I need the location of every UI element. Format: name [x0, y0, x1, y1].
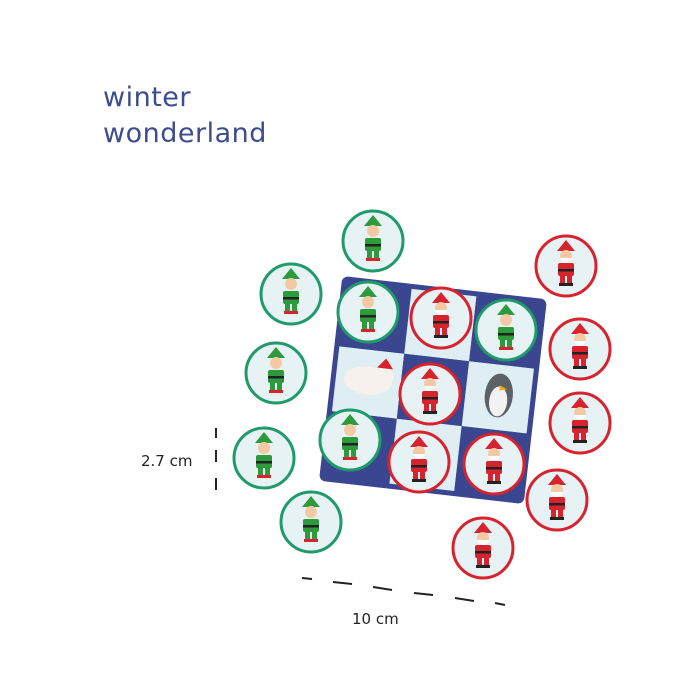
elf-token[interactable]	[244, 341, 308, 405]
product-title: winter wonderland	[103, 80, 267, 152]
width-label: 10 cm	[352, 610, 399, 628]
elf-token[interactable]	[474, 298, 538, 362]
elf-token[interactable]	[341, 209, 405, 273]
title-line-2: wonderland	[103, 118, 267, 149]
elf-icon	[359, 286, 377, 332]
santa-token[interactable]	[462, 432, 526, 496]
santa-token[interactable]	[387, 430, 451, 494]
elf-token[interactable]	[336, 280, 400, 344]
elf-icon	[341, 414, 359, 460]
santa-icon	[557, 240, 575, 286]
elf-icon	[302, 496, 320, 542]
santa-token[interactable]	[525, 468, 589, 532]
santa-icon	[474, 522, 492, 568]
elf-token[interactable]	[232, 426, 296, 490]
elf-icon	[497, 304, 515, 350]
tokens	[232, 209, 612, 580]
santa-token[interactable]	[548, 391, 612, 455]
santa-icon	[485, 438, 503, 484]
santa-icon	[421, 368, 439, 414]
elf-token[interactable]	[259, 262, 323, 326]
santa-token[interactable]	[548, 317, 612, 381]
height-label: 2.7 cm	[141, 452, 193, 470]
elf-icon	[364, 215, 382, 261]
santa-token[interactable]	[451, 516, 515, 580]
santa-token[interactable]	[534, 234, 598, 298]
elf-token[interactable]	[318, 408, 382, 472]
penguin-illustration	[484, 373, 513, 418]
title-line-1: winter	[103, 82, 191, 113]
santa-icon	[571, 323, 589, 369]
elf-icon	[282, 268, 300, 314]
santa-icon	[432, 292, 450, 338]
polar-bear-illustration	[343, 358, 394, 395]
elf-icon	[267, 347, 285, 393]
santa-icon	[571, 397, 589, 443]
elf-icon	[255, 432, 273, 478]
width-dimension-line	[301, 577, 506, 606]
elf-token[interactable]	[279, 490, 343, 554]
santa-icon	[410, 436, 428, 482]
santa-icon	[548, 474, 566, 520]
santa-token[interactable]	[409, 286, 473, 350]
santa-token[interactable]	[398, 362, 462, 426]
